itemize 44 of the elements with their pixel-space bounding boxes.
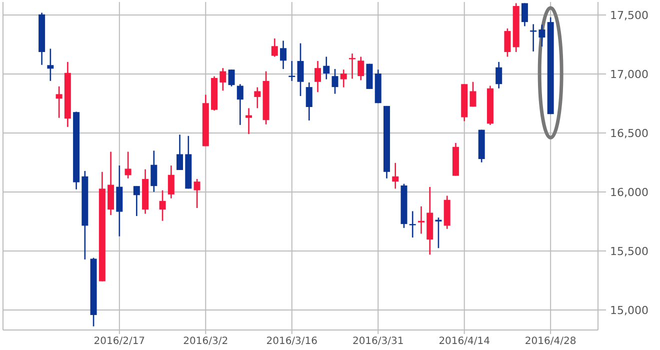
candlestick (47, 48, 54, 82)
y-tick-label: 17,000 (610, 68, 648, 81)
candlestick (288, 60, 296, 82)
y-tick-label: 17,500 (610, 8, 648, 22)
candlestick (56, 86, 62, 119)
candlestick (246, 108, 252, 135)
x-tick-label: 2016/3/31 (352, 336, 404, 347)
candlestick (150, 150, 158, 192)
candlestick (340, 68, 347, 88)
candlestick (323, 56, 330, 80)
candlestick (521, 2, 528, 27)
candlestick (358, 56, 364, 81)
y-tick-label: 15,500 (610, 244, 648, 258)
candlestick (254, 86, 261, 109)
candlestick (470, 81, 476, 108)
candlestick (418, 206, 424, 234)
candlestick (176, 134, 184, 171)
candlestick (496, 61, 502, 90)
y-tick-label: 16,000 (610, 186, 648, 199)
candlestick (271, 38, 278, 58)
x-tick-label: 2016/4/28 (524, 336, 576, 347)
x-tick-label: 2016/4/14 (438, 336, 490, 347)
candlestick (306, 82, 312, 122)
x-tick-label: 2016/3/16 (266, 336, 318, 347)
candlestick (435, 216, 442, 249)
candlestick (236, 83, 244, 126)
candlestick (228, 68, 235, 88)
candlestick (297, 42, 304, 97)
candlestick (314, 60, 321, 93)
candlestick (124, 151, 132, 180)
candlestick (194, 178, 200, 209)
y-tick-label: 15,000 (610, 304, 648, 317)
y-tick-label: 16,500 (610, 126, 648, 140)
candlestick (159, 190, 166, 222)
x-tick-label: 2016/3/2 (183, 336, 228, 347)
candlestick (168, 164, 174, 199)
candlestick (538, 24, 546, 48)
x-tick-label: 2016/2/17 (94, 336, 146, 347)
candlestick (332, 68, 338, 94)
candlestick (504, 28, 511, 58)
candlestick (280, 40, 287, 70)
candlestick (392, 162, 399, 190)
candlestick (220, 67, 226, 92)
candlestick (133, 185, 140, 217)
